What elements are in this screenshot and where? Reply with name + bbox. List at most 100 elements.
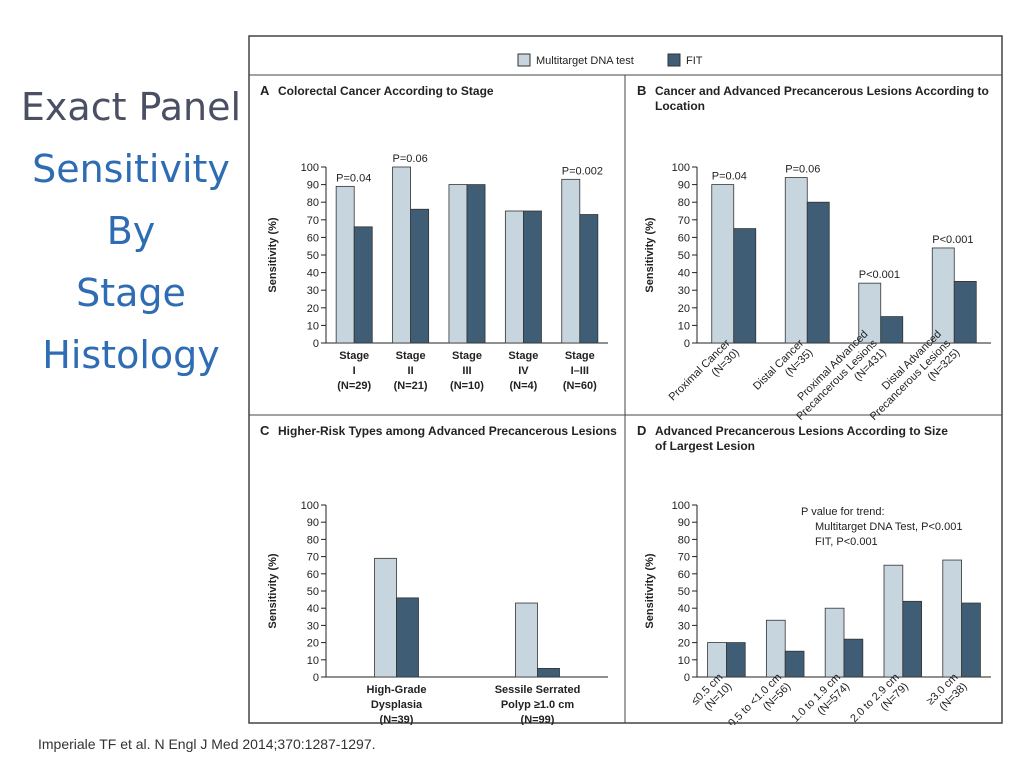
y-tick-label: 20 [307, 638, 319, 650]
x-category-label: Dysplasia [371, 699, 423, 711]
citation: Imperiale TF et al. N Engl J Med 2014;37… [38, 736, 376, 752]
x-category-label: High-Grade [367, 684, 427, 696]
y-tick-label: 0 [313, 672, 319, 684]
panel-c: C Higher-Risk Types among Advanced Precan… [260, 423, 617, 725]
bar-fit [410, 208, 430, 344]
y-tick-label: 30 [678, 285, 690, 297]
slide-subtitle-line: Histology [42, 333, 220, 377]
bar-fit [396, 597, 419, 678]
panel-title: Location [655, 99, 705, 113]
bar-dna [561, 178, 581, 344]
x-category-label: (N=4) [509, 380, 537, 392]
y-tick-label: 100 [301, 162, 319, 174]
y-tick-label: 30 [307, 285, 319, 297]
y-tick-label: 20 [678, 638, 690, 650]
bar-dna [942, 559, 962, 678]
x-category-label: II [408, 365, 414, 377]
legend-label-dna: Multitarget DNA test [536, 55, 634, 67]
slide-subtitle-line: Stage [76, 271, 186, 315]
bar-fit [733, 228, 757, 344]
bar-fit [961, 602, 981, 678]
y-tick-label: 50 [307, 586, 319, 598]
y-tick-label: 100 [672, 500, 690, 512]
slide-subtitle-line: Sensitivity [32, 147, 230, 191]
figure-chart-panels: Multitarget DNA test FIT A Colorectal Cance… [248, 35, 1003, 725]
y-tick-label: 10 [307, 320, 319, 332]
p-value-annotation: P=0.002 [562, 165, 603, 177]
x-category-label: Sessile Serrated [495, 684, 581, 696]
y-tick-label: 40 [307, 603, 319, 615]
y-tick-label: 80 [678, 197, 690, 209]
y-axis-label: Sensitivity (%) [267, 217, 279, 293]
p-value-annotation: P=0.04 [712, 171, 747, 183]
y-tick-label: 90 [307, 517, 319, 529]
bar-fit [726, 642, 746, 678]
y-tick-label: 60 [307, 569, 319, 581]
bar-fit [806, 201, 830, 344]
x-category-label: (N=99) [521, 714, 555, 725]
x-category-label: (N=21) [394, 380, 428, 392]
y-tick-label: 90 [678, 517, 690, 529]
y-axis-label: Sensitivity (%) [644, 217, 656, 293]
y-tick-label: 0 [684, 338, 690, 350]
x-category-label: (N=39) [380, 714, 414, 725]
y-tick-label: 40 [678, 603, 690, 615]
y-tick-label: 10 [678, 655, 690, 667]
panel-title: of Largest Lesion [655, 439, 755, 453]
x-category-label: (N=29) [337, 380, 371, 392]
p-value-annotation: P=0.06 [785, 164, 820, 176]
bar-dna [824, 607, 845, 678]
y-tick-label: 60 [678, 569, 690, 581]
legend-label-fit: FIT [686, 55, 703, 67]
y-tick-label: 20 [307, 303, 319, 315]
x-category-label: I–III [571, 365, 589, 377]
x-category-label: I [353, 365, 356, 377]
panel-letter: C [260, 423, 270, 438]
bar-dna [335, 185, 355, 344]
legend-swatch-fit [667, 53, 681, 67]
bar-dna [504, 210, 524, 344]
x-category-label: Polyp ≥1.0 cm [501, 699, 575, 711]
trend-note: P value for trend: [801, 506, 885, 518]
y-tick-label: 60 [678, 232, 690, 244]
y-tick-label: 30 [307, 620, 319, 632]
y-tick-label: 70 [678, 552, 690, 564]
x-category-label: Stage [508, 350, 538, 362]
slide-subtitle-line: By [106, 209, 156, 253]
y-tick-label: 80 [307, 197, 319, 209]
y-tick-label: 60 [307, 232, 319, 244]
bar-dna [515, 602, 538, 678]
bar-fit [953, 280, 977, 344]
panel-title: Advanced Precancerous Lesions According … [655, 424, 948, 438]
y-tick-label: 30 [678, 620, 690, 632]
y-tick-label: 10 [307, 655, 319, 667]
x-category-label: (N=60) [563, 380, 597, 392]
panel-letter: A [260, 83, 270, 98]
bar-fit [902, 600, 923, 678]
y-axis-label: Sensitivity (%) [267, 553, 279, 629]
x-category-label: (N=10) [450, 380, 484, 392]
y-tick-label: 70 [307, 552, 319, 564]
bar-dna [448, 184, 468, 344]
y-tick-label: 50 [678, 586, 690, 598]
panel-title: Higher-Risk Types among Advanced Precanc… [278, 424, 617, 438]
bar-dna [711, 184, 735, 344]
y-tick-label: 90 [678, 180, 690, 192]
y-tick-label: 40 [307, 268, 319, 280]
trend-note: FIT, P<0.001 [815, 536, 878, 548]
bar-dna [374, 557, 397, 678]
bar-dna [784, 177, 808, 344]
x-category-label: Stage [396, 350, 426, 362]
trend-note: Multitarget DNA Test, P<0.001 [815, 521, 962, 533]
bar-fit [522, 210, 542, 344]
y-tick-label: 50 [678, 250, 690, 262]
x-category-label: Stage [452, 350, 482, 362]
legend-swatch-dna [517, 53, 531, 67]
panel-title: Colorectal Cancer According to Stage [278, 84, 494, 98]
y-tick-label: 20 [678, 303, 690, 315]
bar-fit [466, 184, 486, 344]
x-category-label: Stage [565, 350, 595, 362]
slide-title: Exact Panel [20, 85, 242, 129]
bar-fit [843, 638, 864, 678]
p-value-annotation: P<0.001 [859, 269, 900, 281]
